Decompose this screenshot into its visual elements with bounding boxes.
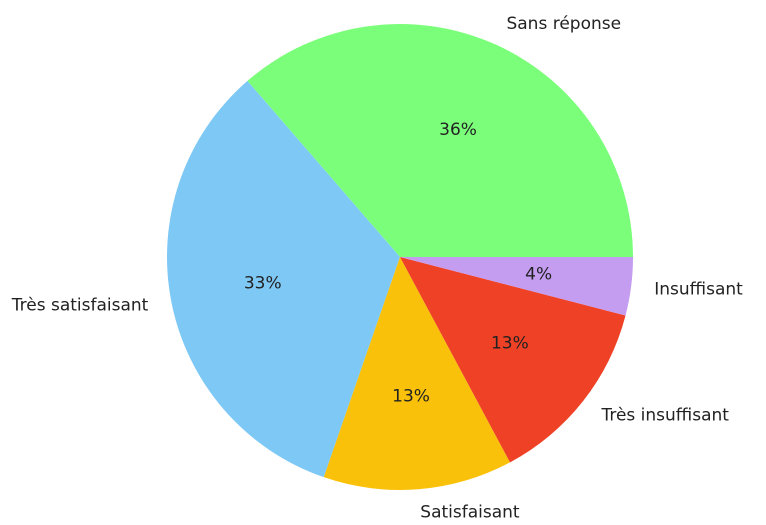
slice-label: Sans réponse [506,14,621,34]
slice-label: Satisfaisant [420,502,520,521]
pie-slice [400,257,626,463]
pie-slice [166,80,400,478]
percent-label: 13% [392,386,430,406]
pie-slice [323,257,511,490]
percent-label: 4% [525,265,552,285]
slice-label: Très insuffisant [600,405,729,425]
percent-label: 36% [439,120,477,140]
slice-label: Insuffisant [654,279,743,299]
pie-slice [247,24,633,258]
pie-slice [400,257,633,316]
percent-label: 33% [244,273,282,293]
percent-label: 13% [491,333,529,353]
slice-label: Très satisfaisant [11,296,149,316]
